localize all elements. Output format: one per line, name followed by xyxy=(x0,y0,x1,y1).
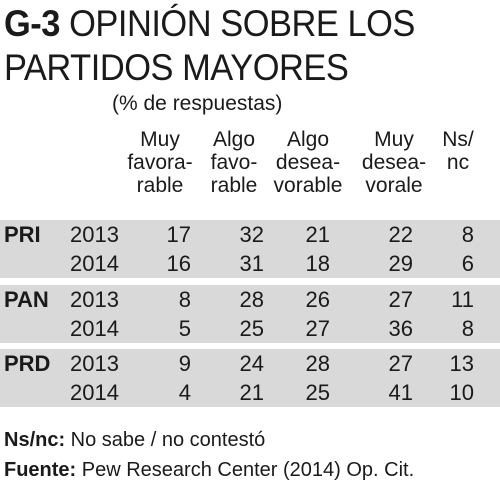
column-header: Muy favora-rable xyxy=(125,128,195,197)
table-cell: 4 xyxy=(178,380,191,405)
table-cell: 27 xyxy=(388,287,413,312)
column-header-line: desea- xyxy=(361,151,427,174)
chart-title-text: OPINIÓN SOBRE LOS PARTIDOS MAYORES xyxy=(4,3,415,88)
table-cell: 21 xyxy=(305,222,330,247)
table-cell: 24 xyxy=(239,351,264,376)
table-cell: 25 xyxy=(305,380,330,405)
table-cell: 5 xyxy=(178,316,191,341)
table-cell: 29 xyxy=(388,251,413,276)
footnote-source-text: Pew Research Center (2014) Op. Cit. xyxy=(76,459,415,481)
column-header-line xyxy=(433,174,483,197)
column-header-line: desea- xyxy=(275,151,341,174)
column-header-line: rable xyxy=(210,174,258,197)
column-header: Ns/nc xyxy=(433,128,483,197)
table-cell: 21 xyxy=(239,380,264,405)
year-label: 2013 xyxy=(70,351,119,376)
party-label: PAN xyxy=(4,287,49,312)
table-cell: 26 xyxy=(305,287,330,312)
table-cell: 32 xyxy=(239,222,264,247)
column-header: Algo desea-vorable xyxy=(260,128,356,197)
row-band xyxy=(0,285,500,343)
table-cell: 41 xyxy=(388,380,413,405)
chart-title: G-3 OPINIÓN SOBRE LOS PARTIDOS MAYORES xyxy=(4,2,462,90)
footnote-nsnc-label: Ns/nc: xyxy=(4,429,66,451)
column-header-line: favo- xyxy=(210,151,258,174)
table-cell: 27 xyxy=(305,316,330,341)
table-cell: 8 xyxy=(461,222,474,247)
column-header-line: vorable xyxy=(273,174,343,197)
year-label: 2013 xyxy=(70,287,119,312)
row-band xyxy=(0,220,500,278)
table-cell: 8 xyxy=(178,287,191,312)
table-cell: 11 xyxy=(451,287,474,312)
table-cell: 17 xyxy=(166,222,191,247)
column-header-line: vorale xyxy=(365,174,423,197)
party-label: PRI xyxy=(4,222,41,247)
column-header-line: favora- xyxy=(127,151,193,174)
column-header: Algo favo-rable xyxy=(195,128,273,197)
table-cell: 9 xyxy=(178,351,191,376)
year-label: 2013 xyxy=(70,222,119,247)
footnote-nsnc-text: No sabe / no contestó xyxy=(65,429,266,451)
chart-code: G-3 xyxy=(4,3,60,44)
column-header-line: Muy xyxy=(374,128,414,151)
column-header-line: Algo xyxy=(286,128,330,151)
row-band xyxy=(0,349,500,407)
footnote-source: Fuente: Pew Research Center (2014) Op. C… xyxy=(4,458,414,482)
year-label: 2014 xyxy=(70,380,119,405)
table-cell: 6 xyxy=(461,251,474,276)
table-cell: 31 xyxy=(239,251,264,276)
footnote-nsnc: Ns/nc: No sabe / no contestó xyxy=(4,428,265,452)
table-cell: 22 xyxy=(388,222,413,247)
year-label: 2014 xyxy=(70,316,119,341)
table-cell: 10 xyxy=(449,380,474,405)
table-cell: 8 xyxy=(461,316,474,341)
year-label: 2014 xyxy=(70,251,119,276)
footnote-source-label: Fuente: xyxy=(4,459,77,481)
party-label: PRD xyxy=(4,351,51,376)
table-cell: 27 xyxy=(388,351,413,376)
column-header-line: Algo xyxy=(212,128,256,151)
table-cell: 28 xyxy=(239,287,264,312)
table-cell: 28 xyxy=(305,351,330,376)
table-cell: 25 xyxy=(239,316,264,341)
table-cell: 13 xyxy=(449,351,474,376)
column-header-line: rable xyxy=(136,174,184,197)
column-header-line: nc xyxy=(446,151,470,174)
column-header: Muy desea-vorale xyxy=(352,128,436,197)
column-header-line: Muy xyxy=(140,128,180,151)
table-cell: 36 xyxy=(388,316,413,341)
table-cell: 16 xyxy=(166,251,191,276)
table-cell: 18 xyxy=(305,251,330,276)
chart-subtitle: (% de respuestas) xyxy=(112,92,283,115)
column-header-line: Ns/ xyxy=(442,128,474,151)
